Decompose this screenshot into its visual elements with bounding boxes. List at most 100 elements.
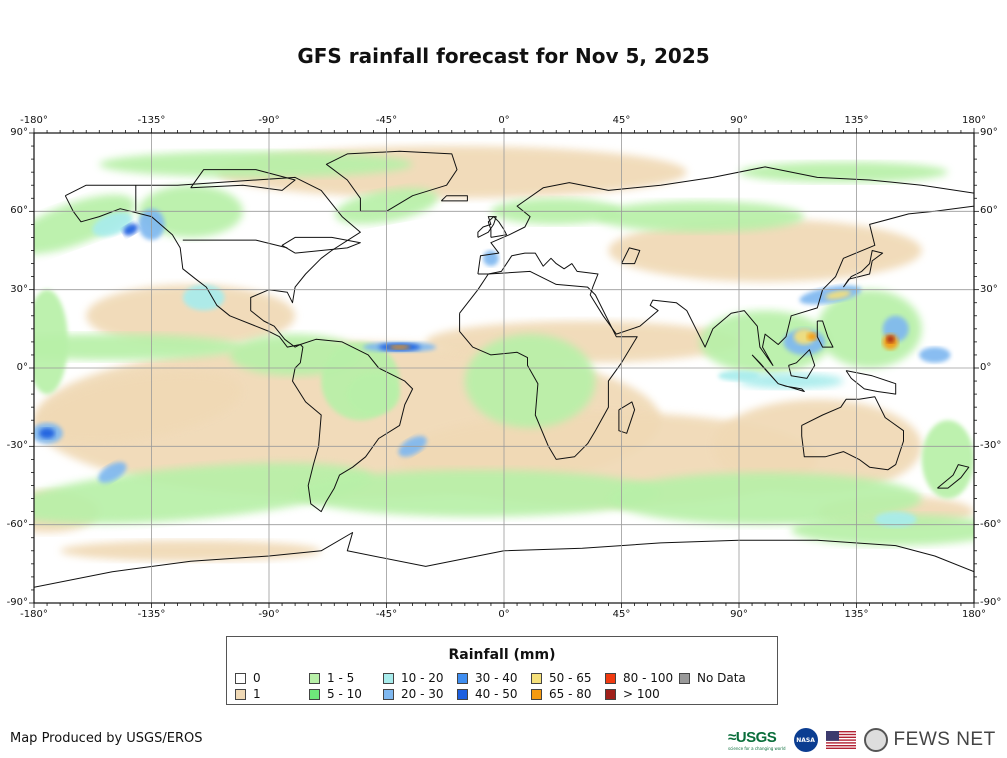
legend-label: > 100 [623, 687, 660, 701]
legend-item: 30 - 40 [457, 671, 518, 685]
legend-swatch [383, 672, 394, 684]
usgs-logo: ≈USGS science for a changing world [728, 729, 786, 751]
legend-label: 20 - 30 [401, 687, 444, 701]
lon-tick-label-top: -45° [375, 115, 398, 126]
land-outline [788, 349, 816, 379]
land-outline [325, 150, 458, 212]
lat-tick-label-right: 30° [980, 283, 998, 295]
rainfall-patch [98, 462, 127, 483]
legend-title: Rainfall (mm) [448, 647, 556, 663]
legend-swatch [531, 672, 542, 684]
logo-strip: ≈USGS science for a changing world NASA … [728, 726, 996, 754]
legend-swatch [457, 672, 468, 684]
rainfall-patch [34, 334, 243, 361]
legend-swatch [235, 672, 246, 684]
lon-tick-label-bottom: -180° [20, 609, 48, 620]
lat-tick-label-left: 30° [10, 283, 28, 295]
legend-label: 1 - 5 [327, 671, 355, 685]
rainfall-patch [34, 462, 373, 524]
rainfall-patch [874, 511, 917, 528]
land-outline [281, 236, 361, 254]
land-outline [292, 338, 414, 513]
lat-tick-label-right: -60° [980, 518, 1002, 530]
legend-item: > 100 [605, 687, 660, 701]
land-outline [621, 247, 641, 265]
nasa-logo: NASA [793, 728, 818, 752]
lon-tick-label-top: 180° [961, 115, 987, 126]
legend-swatch [309, 688, 320, 700]
rainfall-patch [483, 250, 499, 267]
rainfall-layer [34, 146, 974, 562]
land-outline [64, 176, 361, 348]
lat-tick-label-left: 0° [16, 362, 28, 373]
rainfall-patch [817, 289, 922, 369]
rainfall-patch [739, 373, 844, 389]
legend-label: 0 [253, 671, 261, 685]
legend-item: 10 - 20 [383, 671, 444, 685]
rainfall-patch [99, 151, 413, 178]
legend-swatch [605, 672, 616, 684]
legend-item: No Data [679, 671, 746, 685]
lon-tick-label-bottom: -135° [137, 609, 166, 620]
rainfall-patch [793, 328, 815, 345]
rainfall-patch [921, 420, 974, 499]
rainfall-patch [825, 290, 852, 300]
legend-label: 40 - 50 [475, 687, 518, 701]
land-outline [618, 401, 636, 434]
rainfall-patch [699, 310, 831, 374]
usgs-logo-text: ≈USGS [728, 729, 777, 746]
legend-swatch [605, 688, 616, 700]
legend-item: 1 - 5 [309, 671, 354, 685]
rainfall-patch [123, 223, 138, 236]
legend-label: No Data [697, 671, 746, 685]
rainfall-patch [595, 200, 805, 233]
legend-label: 65 - 80 [549, 687, 592, 701]
lon-tick-label-top: -90° [258, 115, 280, 126]
lon-tick-label-top: 45° [612, 115, 631, 126]
rainfall-patch [60, 540, 322, 562]
rainfall-patch [791, 514, 974, 546]
lat-tick-label-left: -60° [6, 518, 28, 530]
legend-label: 30 - 40 [475, 671, 518, 685]
land-outline [937, 464, 970, 489]
rainfall-patch [92, 212, 133, 237]
lat-tick-label-right: 60° [980, 205, 998, 217]
state-department-seal-icon [863, 728, 888, 752]
rainfall-patch [86, 284, 296, 348]
rainfall-patch [389, 345, 410, 350]
land-outline [845, 370, 897, 395]
legend-label: 50 - 65 [549, 671, 592, 685]
legend-swatch [383, 688, 394, 700]
graticule [34, 133, 974, 603]
rainfall-patch [295, 469, 661, 517]
lon-tick-label-bottom: -45° [375, 609, 398, 620]
lon-tick-label-top: 0° [498, 115, 510, 126]
lon-tick-label-bottom: 135° [844, 609, 869, 620]
legend-item: 80 - 100 [605, 671, 673, 685]
rainfall-patch [608, 472, 922, 525]
rainfall-patch [739, 161, 948, 183]
legend-swatch [531, 688, 542, 700]
rainfall-patch [39, 428, 55, 439]
lon-tick-label-top: -180° [20, 115, 48, 126]
rainfall-patch [35, 371, 242, 443]
lat-tick-label-left: -30° [6, 440, 28, 452]
legend-swatch [679, 672, 690, 684]
land-outline [477, 216, 497, 238]
lat-tick-label-left: -90° [6, 597, 28, 608]
legend-label: 10 - 20 [401, 671, 444, 685]
lon-tick-label-bottom: 90° [730, 609, 748, 620]
legend-swatch [457, 688, 468, 700]
us-flag-icon [825, 731, 856, 749]
usgs-tagline: science for a changing world [728, 746, 786, 751]
legend-swatch [235, 688, 246, 700]
lat-tick-label-right: 90° [980, 127, 998, 138]
land-outline [816, 320, 834, 348]
lat-tick-label-left: 60° [10, 205, 28, 217]
lon-tick-label-top: 90° [730, 115, 748, 126]
rainfall-patch [919, 347, 951, 363]
legend-item: 40 - 50 [457, 687, 518, 701]
legend-item: 50 - 65 [531, 671, 592, 685]
legend-item: 0 [235, 671, 261, 685]
